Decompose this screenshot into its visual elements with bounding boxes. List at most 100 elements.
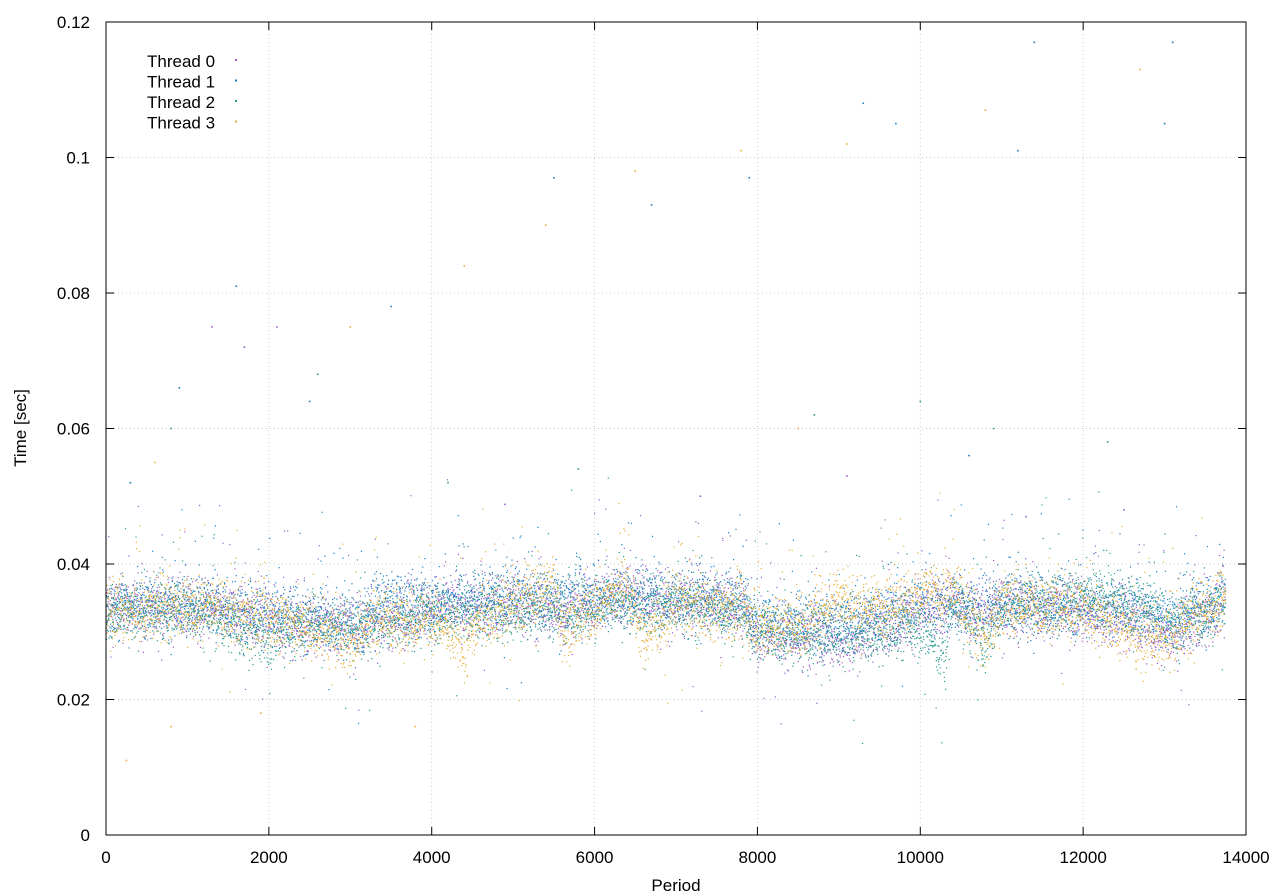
data-point — [531, 550, 533, 552]
data-point — [350, 601, 352, 603]
data-point — [931, 579, 933, 581]
data-point — [591, 621, 593, 623]
data-point — [849, 654, 851, 656]
data-point — [369, 621, 371, 623]
data-point — [522, 600, 525, 603]
data-point — [618, 587, 620, 589]
data-point — [602, 625, 604, 627]
data-point — [1030, 623, 1032, 625]
data-point — [442, 594, 444, 596]
data-point — [687, 577, 689, 579]
data-point — [679, 573, 681, 575]
data-point — [312, 602, 314, 604]
data-point — [550, 601, 552, 603]
data-point — [767, 651, 769, 653]
series-thread-0 — [105, 326, 1227, 725]
data-point — [186, 625, 188, 627]
data-point — [1192, 617, 1194, 619]
data-point — [629, 549, 632, 551]
data-point — [406, 626, 408, 628]
data-point — [1163, 550, 1165, 552]
data-point — [829, 638, 831, 640]
data-point — [810, 619, 812, 621]
data-point — [302, 627, 304, 629]
data-point — [232, 628, 234, 630]
data-point — [478, 587, 480, 589]
data-point — [819, 613, 821, 615]
data-point — [640, 583, 642, 585]
data-point — [1058, 598, 1060, 600]
data-point — [808, 643, 810, 645]
data-point — [170, 586, 172, 588]
data-point — [469, 618, 471, 620]
data-point — [199, 586, 201, 588]
data-point — [673, 605, 676, 607]
data-point — [361, 623, 363, 625]
data-point — [912, 608, 914, 610]
data-point — [177, 576, 179, 579]
data-point — [404, 644, 407, 646]
data-point — [1097, 555, 1100, 557]
data-point — [512, 604, 514, 606]
data-point — [1140, 615, 1142, 617]
data-point — [753, 640, 755, 643]
data-point — [686, 588, 688, 590]
data-point — [1188, 631, 1190, 633]
data-point — [352, 624, 354, 626]
data-point — [1001, 580, 1003, 582]
data-point — [109, 600, 111, 602]
data-point — [644, 599, 646, 601]
data-point — [717, 589, 719, 591]
data-point — [115, 598, 117, 600]
data-point — [258, 637, 260, 639]
data-point — [470, 605, 473, 607]
data-point — [161, 556, 163, 558]
data-point — [331, 626, 333, 628]
data-point — [1031, 591, 1033, 593]
data-point — [1030, 606, 1032, 608]
data-point — [142, 610, 144, 612]
data-point — [742, 596, 744, 598]
data-point — [559, 618, 561, 621]
data-point — [530, 615, 533, 617]
data-point — [523, 592, 526, 594]
data-point — [1088, 594, 1090, 596]
data-point — [1008, 595, 1010, 597]
data-point — [1215, 627, 1217, 629]
data-point — [110, 656, 112, 658]
data-point — [294, 619, 296, 621]
data-point — [309, 640, 311, 642]
data-point — [409, 601, 411, 603]
data-point — [373, 639, 375, 641]
data-point — [531, 587, 533, 589]
data-point — [276, 635, 279, 637]
data-point — [835, 647, 837, 649]
data-point — [1218, 603, 1220, 605]
data-point — [545, 621, 547, 623]
data-point — [567, 625, 569, 627]
data-point — [263, 618, 265, 620]
data-point — [1223, 549, 1225, 551]
data-point — [481, 604, 483, 606]
data-point — [442, 596, 444, 598]
data-point — [1070, 637, 1072, 639]
data-point — [172, 610, 174, 612]
data-point — [745, 539, 747, 541]
data-point — [227, 626, 229, 628]
data-point — [564, 616, 566, 618]
data-point — [528, 619, 530, 621]
data-point — [181, 579, 184, 581]
data-point — [143, 630, 145, 633]
data-point — [191, 620, 193, 622]
data-point — [116, 613, 118, 615]
data-point — [594, 611, 596, 613]
data-point — [183, 619, 185, 621]
data-point — [1069, 610, 1071, 612]
data-point — [337, 626, 339, 628]
data-point — [184, 599, 186, 601]
data-point — [214, 610, 216, 613]
data-point — [325, 598, 327, 600]
data-point — [1166, 628, 1168, 630]
data-point — [946, 610, 948, 612]
data-point — [301, 601, 303, 603]
